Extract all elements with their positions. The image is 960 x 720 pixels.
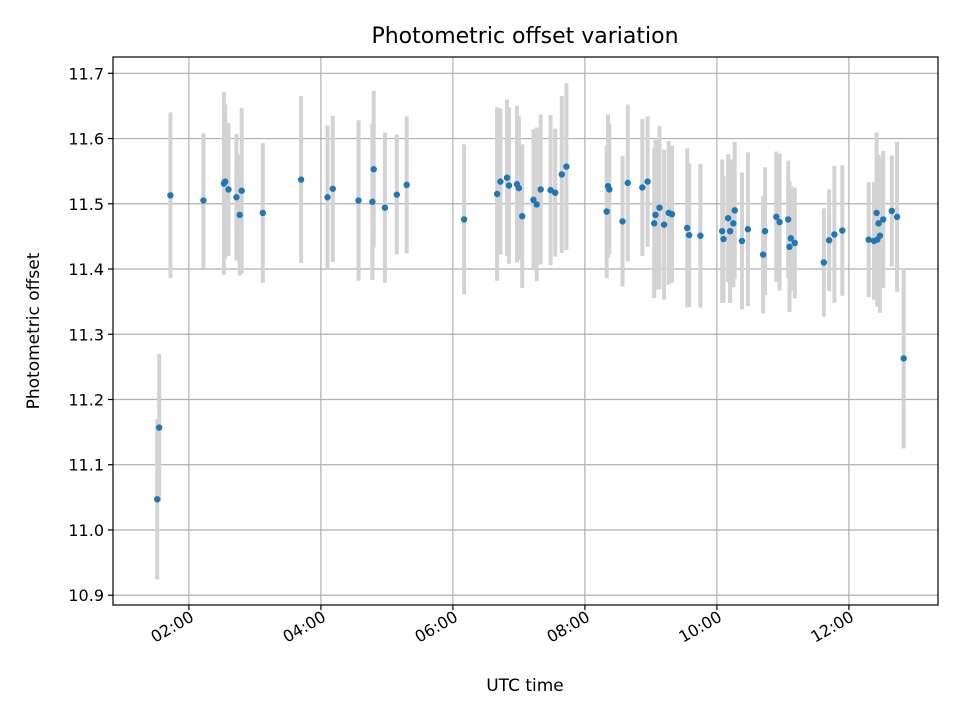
data-point bbox=[839, 227, 846, 234]
data-point bbox=[731, 207, 738, 214]
data-point bbox=[624, 179, 631, 187]
data-point bbox=[497, 178, 504, 185]
data-point bbox=[660, 221, 668, 228]
data-point bbox=[825, 237, 833, 244]
data-point bbox=[533, 201, 540, 208]
data-point bbox=[876, 232, 884, 239]
data-point bbox=[786, 243, 793, 251]
data-point bbox=[873, 209, 880, 217]
data-point bbox=[403, 181, 410, 189]
grid-layer bbox=[113, 57, 938, 605]
data-point bbox=[381, 204, 389, 211]
chart-title: Photometric offset variation bbox=[371, 24, 678, 49]
data-point bbox=[888, 207, 895, 215]
data-point bbox=[460, 216, 468, 223]
data-point bbox=[639, 184, 646, 191]
data-point bbox=[831, 231, 838, 238]
data-point bbox=[222, 178, 229, 185]
data-point bbox=[718, 227, 726, 235]
data-point bbox=[865, 236, 872, 243]
point-layer bbox=[154, 163, 907, 503]
data-point bbox=[761, 227, 769, 235]
data-point bbox=[329, 185, 336, 192]
data-point bbox=[606, 186, 613, 193]
data-point bbox=[685, 231, 693, 239]
data-point bbox=[297, 176, 305, 183]
y-tick-label: 11.0 bbox=[68, 521, 104, 540]
y-tick-label: 11.1 bbox=[68, 456, 104, 475]
data-point bbox=[773, 213, 780, 221]
data-point bbox=[236, 211, 243, 219]
y-tick-label: 11.2 bbox=[68, 391, 104, 410]
data-point bbox=[493, 190, 501, 198]
y-tick-label: 11.7 bbox=[68, 64, 104, 83]
data-point bbox=[619, 218, 626, 225]
data-point bbox=[537, 186, 544, 193]
data-point bbox=[880, 216, 887, 223]
data-point bbox=[167, 192, 174, 199]
data-point bbox=[603, 208, 610, 215]
data-point bbox=[784, 216, 792, 223]
data-point bbox=[154, 496, 161, 503]
data-point bbox=[730, 220, 737, 227]
data-point bbox=[233, 194, 240, 201]
data-point bbox=[738, 237, 746, 245]
y-tick-label: 11.5 bbox=[68, 195, 104, 214]
data-point bbox=[787, 235, 795, 242]
data-point bbox=[720, 235, 727, 243]
data-point bbox=[875, 220, 882, 227]
data-point bbox=[791, 239, 798, 247]
data-point bbox=[558, 171, 565, 178]
data-point bbox=[820, 259, 828, 266]
y-tick-label: 11.3 bbox=[68, 325, 104, 344]
data-point bbox=[355, 197, 362, 204]
y-tick-label: 10.9 bbox=[68, 586, 104, 605]
data-point bbox=[697, 232, 704, 239]
data-point bbox=[668, 211, 676, 218]
y-axis-label: Photometric offset bbox=[24, 252, 44, 409]
data-point bbox=[505, 182, 513, 189]
data-point bbox=[893, 213, 901, 221]
x-axis-label: UTC time bbox=[486, 676, 564, 696]
data-point bbox=[724, 214, 732, 222]
data-point bbox=[393, 191, 400, 198]
data-point bbox=[684, 224, 691, 232]
data-point bbox=[519, 212, 526, 220]
data-point bbox=[515, 184, 523, 192]
data-point bbox=[900, 355, 907, 362]
data-point bbox=[552, 189, 559, 196]
data-point bbox=[370, 166, 377, 173]
data-point bbox=[156, 424, 163, 431]
data-point bbox=[530, 196, 537, 204]
y-tick-label: 11.4 bbox=[68, 260, 104, 279]
plot-frame bbox=[112, 56, 939, 606]
data-point bbox=[225, 186, 232, 193]
data-point bbox=[503, 174, 511, 181]
data-point bbox=[324, 194, 331, 201]
data-point bbox=[651, 220, 658, 227]
data-point bbox=[369, 198, 376, 206]
data-point bbox=[200, 197, 207, 204]
data-point bbox=[259, 209, 267, 217]
data-point bbox=[238, 187, 245, 194]
data-point bbox=[744, 226, 752, 233]
data-point bbox=[759, 251, 767, 258]
data-point bbox=[656, 204, 663, 211]
data-point bbox=[563, 163, 570, 170]
data-point bbox=[776, 218, 783, 226]
data-point bbox=[652, 211, 659, 219]
y-tick-label: 11.6 bbox=[68, 130, 104, 149]
data-point bbox=[644, 178, 651, 185]
data-point bbox=[726, 227, 734, 235]
